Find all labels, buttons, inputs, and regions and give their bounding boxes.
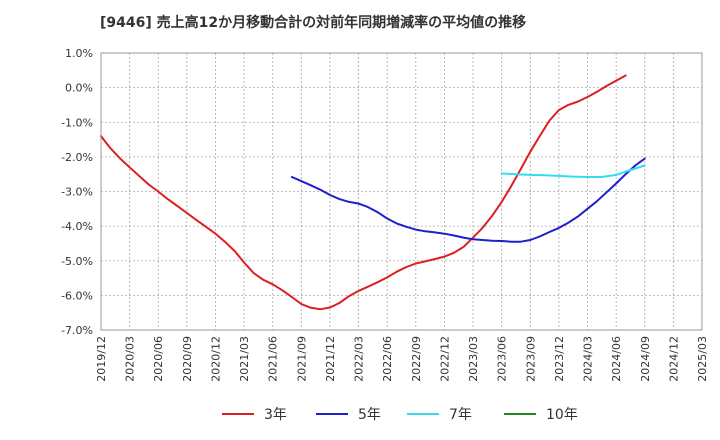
legend-label-10年: 10年 (546, 407, 578, 423)
x-tick-label: 2022/12 (438, 336, 451, 382)
legend-label-7年: 7年 (449, 407, 472, 423)
y-tick-label: -5.0% (61, 255, 93, 268)
x-tick-label: 2025/03 (696, 336, 709, 382)
x-tick-label: 2021/09 (295, 336, 308, 382)
x-tick-label: 2020/06 (152, 336, 165, 382)
x-tick-label: 2023/12 (553, 336, 566, 382)
y-tick-label: -2.0% (61, 151, 93, 164)
y-tick-label: -1.0% (61, 116, 93, 129)
x-axis: 2019/12 2020/03 2020/06 2020/09 2020/12 2021/… (95, 336, 709, 382)
legend: 3年 5年 7年 10年 (222, 407, 578, 423)
x-tick-label: 2020/12 (209, 336, 222, 382)
y-axis: 1.0% 0.0% -1.0% -2.0% -3.0% -4.0% -5.0% -6.0% -7… (61, 47, 93, 337)
x-tick-label: 2024/03 (582, 336, 595, 382)
series-line-5年 (290, 157, 646, 243)
y-tick-label: 0.0% (65, 82, 93, 95)
plot-frame (100, 52, 703, 331)
y-tick-label: -7.0% (61, 324, 93, 337)
series-layer (100, 74, 646, 311)
y-tick-label: -3.0% (61, 186, 93, 199)
x-tick-label: 2024/12 (667, 336, 680, 382)
grid-layer (101, 53, 702, 330)
x-tick-label: 2024/06 (610, 336, 623, 382)
x-tick-label: 2024/09 (639, 336, 652, 382)
legend-label-5年: 5年 (358, 407, 381, 423)
x-tick-label: 2022/09 (410, 336, 423, 382)
x-tick-label: 2022/06 (381, 336, 394, 382)
x-tick-label: 2020/03 (124, 336, 137, 382)
y-tick-label: -6.0% (61, 289, 93, 302)
x-tick-label: 2023/06 (496, 336, 509, 382)
x-tick-label: 2022/03 (353, 336, 366, 382)
series-line-7年 (500, 164, 646, 178)
series-line-3年 (100, 74, 627, 311)
x-tick-label: 2023/03 (467, 336, 480, 382)
y-tick-label: 1.0% (65, 47, 93, 60)
y-tick-label: -4.0% (61, 220, 93, 233)
x-tick-label: 2020/09 (181, 336, 194, 382)
chart-title: [9446] 売上高12か月移動合計の対前年同期増減率の平均値の推移 (100, 15, 527, 31)
x-tick-label: 2021/03 (238, 336, 251, 382)
x-tick-label: 2021/06 (267, 336, 280, 382)
x-tick-label: 2019/12 (95, 336, 108, 382)
legend-label-3年: 3年 (264, 407, 287, 423)
x-tick-label: 2023/09 (524, 336, 537, 382)
x-tick-label: 2021/12 (324, 336, 337, 382)
